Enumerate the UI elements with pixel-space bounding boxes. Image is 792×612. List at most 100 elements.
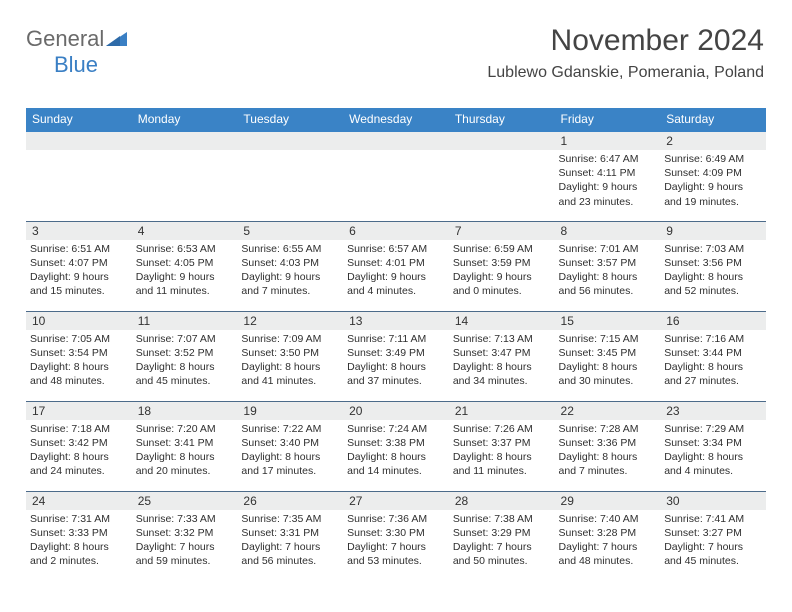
day-number: 12 [237,312,343,330]
day-number: 29 [555,492,661,510]
calendar-cell [132,131,238,221]
day-number-empty [343,132,449,150]
sunrise-line: Sunrise: 7:24 AM [347,423,427,435]
day-number: 28 [449,492,555,510]
sunset-line: Sunset: 3:49 PM [347,347,425,359]
day-number: 27 [343,492,449,510]
weekday-header: Thursday [449,108,555,131]
day-data: Sunrise: 7:31 AMSunset: 3:33 PMDaylight:… [26,510,132,573]
day-data: Sunrise: 7:07 AMSunset: 3:52 PMDaylight:… [132,330,238,393]
calendar-cell [26,131,132,221]
day-data: Sunrise: 7:13 AMSunset: 3:47 PMDaylight:… [449,330,555,393]
day-number-empty [449,132,555,150]
sunset-line: Sunset: 3:41 PM [136,437,214,449]
day-number: 23 [660,402,766,420]
calendar-row: 3Sunrise: 6:51 AMSunset: 4:07 PMDaylight… [26,221,766,311]
daylight-line: Daylight: 9 hours and 4 minutes. [347,271,426,297]
daylight-line: Daylight: 9 hours and 11 minutes. [136,271,215,297]
day-number: 7 [449,222,555,240]
sunset-line: Sunset: 3:36 PM [559,437,637,449]
sunset-line: Sunset: 3:28 PM [559,527,637,539]
sunrise-line: Sunrise: 6:53 AM [136,243,216,255]
day-data: Sunrise: 7:03 AMSunset: 3:56 PMDaylight:… [660,240,766,303]
sunset-line: Sunset: 4:09 PM [664,167,742,179]
sunrise-line: Sunrise: 7:01 AM [559,243,639,255]
calendar-row: 17Sunrise: 7:18 AMSunset: 3:42 PMDayligh… [26,401,766,491]
sunset-line: Sunset: 3:29 PM [453,527,531,539]
day-number: 14 [449,312,555,330]
calendar-cell: 30Sunrise: 7:41 AMSunset: 3:27 PMDayligh… [660,491,766,581]
calendar-cell: 27Sunrise: 7:36 AMSunset: 3:30 PMDayligh… [343,491,449,581]
day-number: 8 [555,222,661,240]
day-number: 20 [343,402,449,420]
calendar-row: 10Sunrise: 7:05 AMSunset: 3:54 PMDayligh… [26,311,766,401]
daylight-line: Daylight: 8 hours and 56 minutes. [559,271,638,297]
calendar-cell: 6Sunrise: 6:57 AMSunset: 4:01 PMDaylight… [343,221,449,311]
weekday-header-row: Sunday Monday Tuesday Wednesday Thursday… [26,108,766,131]
day-number: 11 [132,312,238,330]
weekday-header: Friday [555,108,661,131]
calendar-cell: 18Sunrise: 7:20 AMSunset: 3:41 PMDayligh… [132,401,238,491]
day-number-empty [26,132,132,150]
day-number: 24 [26,492,132,510]
weekday-header: Monday [132,108,238,131]
sunset-line: Sunset: 4:07 PM [30,257,108,269]
daylight-line: Daylight: 9 hours and 7 minutes. [241,271,320,297]
day-data: Sunrise: 6:59 AMSunset: 3:59 PMDaylight:… [449,240,555,303]
sunrise-line: Sunrise: 7:05 AM [30,333,110,345]
sunset-line: Sunset: 3:31 PM [241,527,319,539]
day-number: 22 [555,402,661,420]
daylight-line: Daylight: 9 hours and 0 minutes. [453,271,532,297]
calendar-cell: 2Sunrise: 6:49 AMSunset: 4:09 PMDaylight… [660,131,766,221]
daylight-line: Daylight: 8 hours and 41 minutes. [241,361,320,387]
day-data: Sunrise: 7:18 AMSunset: 3:42 PMDaylight:… [26,420,132,483]
page-title: November 2024 [487,24,764,58]
day-number: 17 [26,402,132,420]
sunrise-line: Sunrise: 7:41 AM [664,513,744,525]
sunrise-line: Sunrise: 7:28 AM [559,423,639,435]
weekday-header: Tuesday [237,108,343,131]
calendar-cell: 21Sunrise: 7:26 AMSunset: 3:37 PMDayligh… [449,401,555,491]
calendar-cell: 19Sunrise: 7:22 AMSunset: 3:40 PMDayligh… [237,401,343,491]
sunrise-line: Sunrise: 7:40 AM [559,513,639,525]
sunset-line: Sunset: 4:11 PM [559,167,636,179]
weekday-header: Saturday [660,108,766,131]
daylight-line: Daylight: 9 hours and 15 minutes. [30,271,109,297]
day-number: 1 [555,132,661,150]
logo-triangle-icon [106,31,128,52]
calendar-cell: 4Sunrise: 6:53 AMSunset: 4:05 PMDaylight… [132,221,238,311]
calendar-cell [449,131,555,221]
sunrise-line: Sunrise: 7:29 AM [664,423,744,435]
daylight-line: Daylight: 8 hours and 14 minutes. [347,451,426,477]
sunset-line: Sunset: 3:59 PM [453,257,531,269]
page-subtitle: Lublewo Gdanskie, Pomerania, Poland [487,64,764,82]
day-number: 3 [26,222,132,240]
sunset-line: Sunset: 3:27 PM [664,527,742,539]
sunrise-line: Sunrise: 7:35 AM [241,513,321,525]
calendar-cell: 26Sunrise: 7:35 AMSunset: 3:31 PMDayligh… [237,491,343,581]
sunrise-line: Sunrise: 7:09 AM [241,333,321,345]
daylight-line: Daylight: 7 hours and 45 minutes. [664,541,743,567]
day-number: 6 [343,222,449,240]
sunrise-line: Sunrise: 7:38 AM [453,513,533,525]
daylight-line: Daylight: 7 hours and 59 minutes. [136,541,215,567]
day-data: Sunrise: 7:33 AMSunset: 3:32 PMDaylight:… [132,510,238,573]
sunset-line: Sunset: 3:38 PM [347,437,425,449]
day-data: Sunrise: 7:28 AMSunset: 3:36 PMDaylight:… [555,420,661,483]
daylight-line: Daylight: 8 hours and 2 minutes. [30,541,109,567]
day-data: Sunrise: 6:53 AMSunset: 4:05 PMDaylight:… [132,240,238,303]
calendar-cell: 22Sunrise: 7:28 AMSunset: 3:36 PMDayligh… [555,401,661,491]
day-data: Sunrise: 7:41 AM Sunset: 3:27 PM Daylight:… [660,510,766,573]
day-data: Sunrise: 7:01 AMSunset: 3:57 PMDaylight:… [555,240,661,303]
day-number-empty [132,132,238,150]
day-data: Sunrise: 7:16 AMSunset: 3:44 PMDaylight:… [660,330,766,393]
sunset-line: Sunset: 3:40 PM [241,437,319,449]
calendar-row: 1Sunrise: 6:47 AMSunset: 4:11 PMDaylight… [26,131,766,221]
calendar-cell: 23Sunrise: 7:29 AMSunset: 3:34 PMDayligh… [660,401,766,491]
day-data: Sunrise: 7:20 AMSunset: 3:41 PMDaylight:… [132,420,238,483]
day-number: 26 [237,492,343,510]
day-data: Sunrise: 7:11 AMSunset: 3:49 PMDaylight:… [343,330,449,393]
daylight-line: Daylight: 9 hours and 19 minutes. [664,181,743,207]
day-data: Sunrise: 6:47 AMSunset: 4:11 PMDaylight:… [555,150,661,213]
day-number: 16 [660,312,766,330]
